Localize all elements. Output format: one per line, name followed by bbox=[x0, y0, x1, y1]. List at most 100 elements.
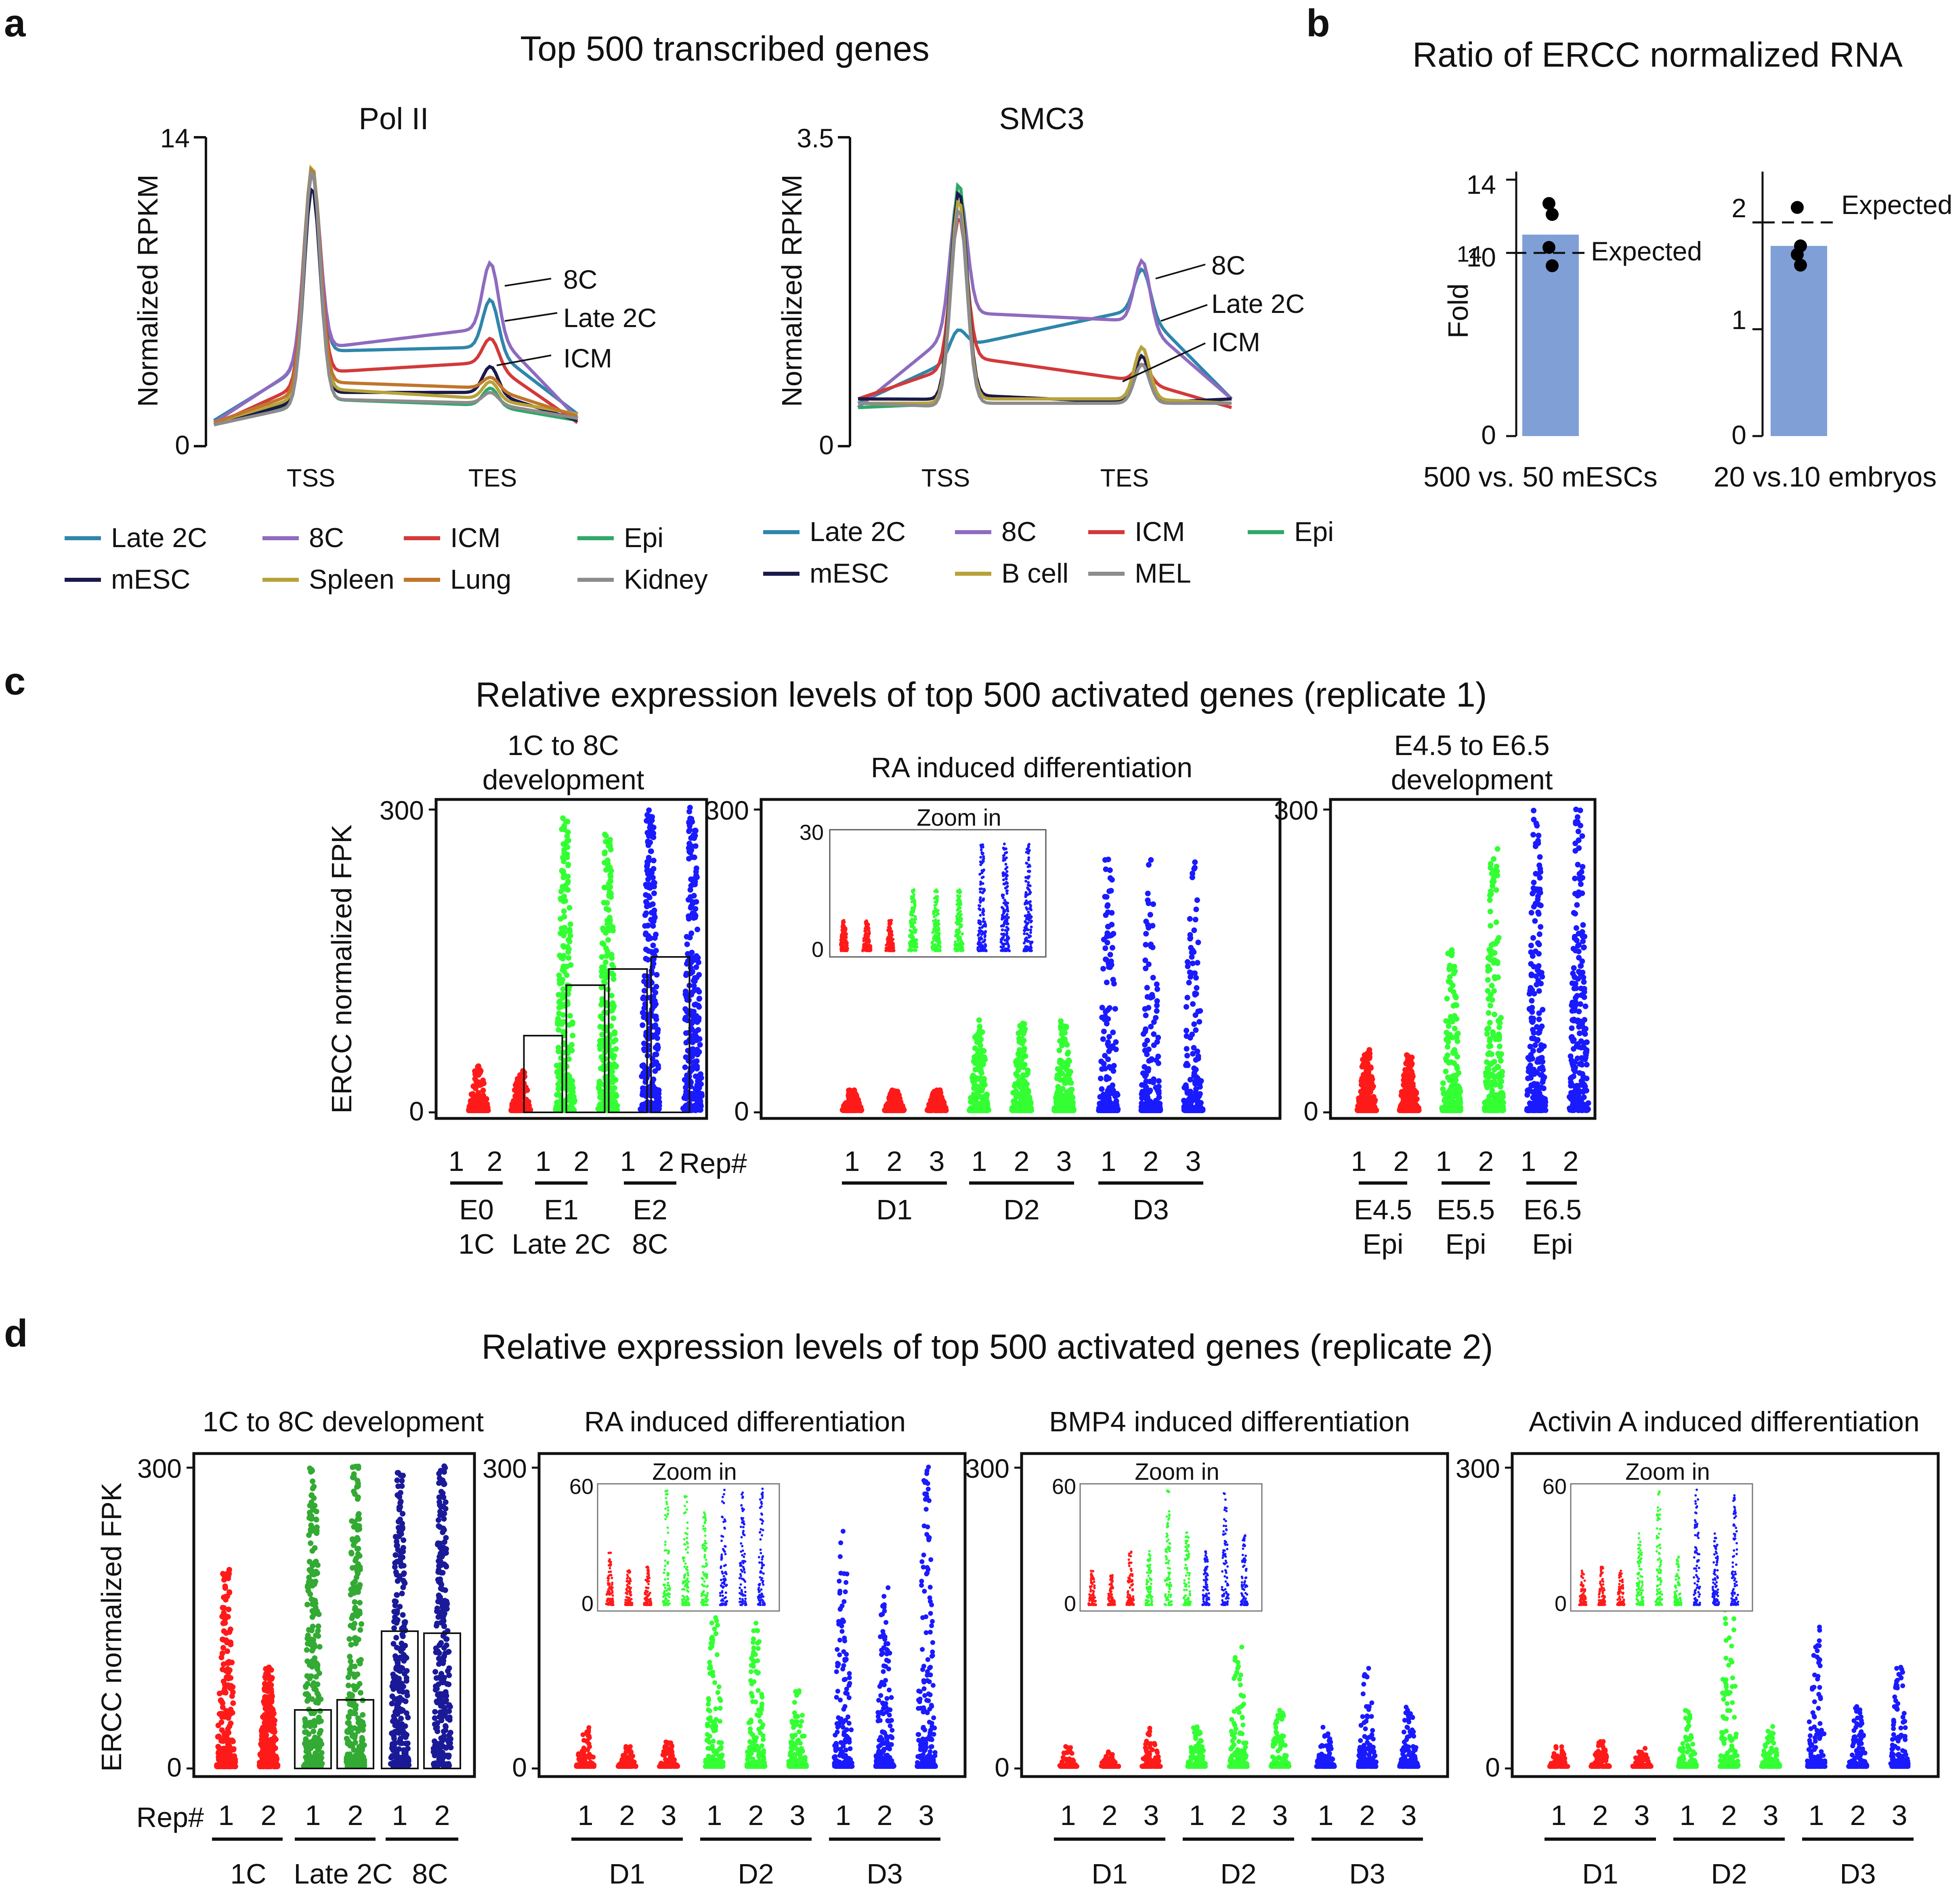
panel-c-sub2-ytick-zero: 0 bbox=[734, 1096, 749, 1126]
panel-c-zoom-dot bbox=[1002, 854, 1005, 857]
legend-label-mesc: mESC bbox=[810, 558, 889, 589]
panel-c-zoom-dot bbox=[933, 927, 936, 930]
panel-c-sub3-ytick-zero: 0 bbox=[1303, 1096, 1318, 1126]
panel-c-sub2-dot bbox=[979, 1029, 985, 1035]
panel-c-zoom-ymin: 0 bbox=[812, 938, 824, 962]
panel-c-zoom-dot bbox=[1004, 877, 1007, 880]
panel-c-sub2-dot bbox=[1142, 1006, 1148, 1012]
panel-c-sub1-dot bbox=[651, 858, 657, 864]
panel-c-zoom-dot bbox=[958, 919, 961, 922]
panel-c-zoom-dot bbox=[960, 923, 963, 927]
legend-label-c8: 8C bbox=[309, 522, 344, 553]
panel-c-sub1-dot bbox=[606, 892, 612, 898]
panel-c-zoom-dot bbox=[912, 889, 915, 892]
panel-c-sub1-dot bbox=[691, 915, 697, 921]
panel-c-sub2-dot bbox=[933, 1095, 939, 1101]
panel-c-sub2-dot bbox=[1016, 1030, 1022, 1036]
panel-c-sub1-dot bbox=[560, 963, 567, 969]
smc3-line-bcell bbox=[858, 199, 1232, 405]
panel-c-sub2-dot bbox=[1156, 1078, 1162, 1084]
panel-c-sub2-dot bbox=[1018, 1057, 1024, 1063]
panel-c-sub1-dot bbox=[567, 983, 573, 989]
panel-c-zoom-dot bbox=[869, 948, 872, 952]
panel-c-zoom-dot bbox=[980, 887, 983, 890]
panel-c-sub2-dot bbox=[1106, 1034, 1112, 1040]
panel-c-zoom-dot bbox=[978, 904, 981, 908]
panel-c-sub1-dot bbox=[653, 1051, 659, 1057]
panel-c-sub2-dot bbox=[971, 1085, 977, 1091]
panel-c-sub1-dot bbox=[603, 1094, 609, 1100]
panel-c-zoom-dot bbox=[957, 916, 960, 919]
pol2-line-kidney bbox=[214, 169, 578, 427]
panel-c-sub1-dot bbox=[560, 898, 567, 904]
panel-c-sub2-dot bbox=[1187, 1035, 1193, 1041]
panel-c-sub2-dot bbox=[1106, 1064, 1112, 1070]
panel-c-zoom-dot bbox=[959, 895, 962, 898]
panel-c-sub2-dot bbox=[1013, 1071, 1019, 1077]
smc3-tss-label: TSS bbox=[921, 464, 970, 492]
panel-c-zoom-dot bbox=[1024, 901, 1027, 904]
panel-c-zoom-dot bbox=[889, 921, 892, 924]
panel-c-sub2-dot bbox=[847, 1101, 853, 1107]
legend-label-epi: Epi bbox=[1294, 516, 1334, 547]
panel-c-zoom-dot bbox=[980, 926, 984, 929]
panel-c-sub1-dot bbox=[607, 872, 613, 878]
smc3-label-icm: ICM bbox=[1211, 327, 1260, 357]
panel-c-sub2-dot bbox=[1186, 1108, 1192, 1113]
panel-c-sub1-dot bbox=[562, 925, 568, 931]
panel-c-sub1-dot bbox=[694, 1058, 700, 1064]
panel-c-sub1-dot bbox=[696, 1107, 702, 1113]
panel-c-zoom-dot bbox=[867, 938, 871, 941]
panel-c-sub2-dot bbox=[1183, 1082, 1189, 1088]
panel-c-sub1-dot bbox=[692, 1032, 698, 1038]
panel-c-sub2-dot bbox=[1193, 906, 1199, 912]
panel-c-zoom-dot bbox=[977, 949, 980, 952]
smc3-label-8c: 8C bbox=[1211, 250, 1245, 280]
panel-c-sub1-ytick-zero: 0 bbox=[409, 1096, 424, 1126]
panel-c-sub1-dot bbox=[697, 1042, 703, 1048]
panel-c-zoom-dot bbox=[863, 927, 867, 930]
panel-c-sub3-dot bbox=[1358, 1089, 1364, 1095]
panel-c-zoom-dot bbox=[910, 897, 913, 900]
panel-c-sub2-dot bbox=[1154, 998, 1160, 1004]
panel-c-sub2-dot bbox=[1101, 1061, 1107, 1067]
panel-c-zoom-dot bbox=[1006, 906, 1009, 909]
panel-c-zoom-dot bbox=[888, 930, 892, 933]
panel-c-sub1-dot bbox=[567, 1093, 573, 1098]
panel-c-sub2-dot bbox=[1110, 945, 1115, 951]
panel-c-sub1-title2: development bbox=[483, 764, 644, 795]
panel-c-zoom-dot bbox=[910, 945, 913, 948]
panel-c-zoom-dot bbox=[886, 928, 890, 931]
panel-c-sub1-dot bbox=[685, 897, 691, 903]
panel-c-sub1-dot bbox=[651, 890, 657, 896]
panel-c-sub2-dot bbox=[1150, 994, 1156, 1000]
panel-c-zoom-ymax: 30 bbox=[800, 820, 824, 845]
panel-c-sub2-dot bbox=[1196, 1019, 1202, 1025]
panel-c-zoom-dot bbox=[842, 925, 846, 928]
panel-c-sub2-dot bbox=[1107, 952, 1113, 958]
panel-c-zoom-dot bbox=[888, 949, 891, 952]
panel-c-sub1-dot bbox=[645, 838, 651, 844]
panel-c-zoom-dot bbox=[862, 937, 865, 940]
panel-c-sub1-dot bbox=[599, 940, 605, 946]
panel-c-sub2-dot bbox=[1192, 917, 1198, 923]
panel-b-left-expected: Expected bbox=[1591, 236, 1702, 266]
panel-c-zoom-dot bbox=[1024, 892, 1028, 896]
panel-c-sub1-dot bbox=[600, 969, 605, 975]
pol2-label-icm: ICM bbox=[563, 343, 612, 373]
panel-c-zoom-dot bbox=[1005, 856, 1008, 860]
panel-c-sub2-dot bbox=[1143, 931, 1149, 937]
panel-c-zoom-dot bbox=[1004, 847, 1007, 850]
panel-c-sub2-dot bbox=[1151, 1031, 1157, 1037]
panel-c-zoom-dot bbox=[938, 923, 941, 925]
panel-c-sub1-dot bbox=[683, 1095, 689, 1101]
panel-c-sub2-dot bbox=[895, 1099, 901, 1105]
panel-c-sub2-dot bbox=[1100, 1036, 1106, 1042]
panel-c-sub2-dot bbox=[1147, 1098, 1153, 1104]
panel-c-zoom-dot bbox=[982, 869, 985, 873]
panel-c-sub1-dot bbox=[693, 1001, 699, 1007]
panel-c-sub1-dot bbox=[682, 1064, 688, 1070]
panel-c-sub1-dot bbox=[564, 838, 570, 844]
panel-c-zoom-dot bbox=[982, 897, 985, 900]
